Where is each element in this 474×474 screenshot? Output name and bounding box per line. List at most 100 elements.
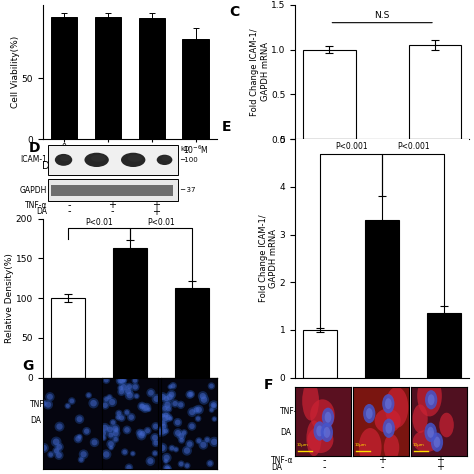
Point <box>105 437 112 445</box>
Point <box>102 451 110 458</box>
Point <box>45 401 52 409</box>
Point <box>185 397 192 404</box>
Point <box>136 418 143 426</box>
Text: -: - <box>110 207 114 217</box>
Point <box>74 435 82 443</box>
Point <box>107 431 115 439</box>
Text: -: - <box>319 407 322 417</box>
Text: P<0.01: P<0.01 <box>85 219 112 228</box>
Point <box>163 395 170 402</box>
Point <box>200 396 208 403</box>
Y-axis label: Cell Viability(%): Cell Viability(%) <box>11 36 20 108</box>
Point <box>146 457 154 465</box>
Point <box>147 389 155 397</box>
Point <box>159 393 166 401</box>
Text: +: + <box>108 200 116 210</box>
Point <box>83 428 91 435</box>
Point <box>135 433 143 440</box>
Point <box>114 409 122 417</box>
Point <box>162 414 169 422</box>
Point <box>125 461 133 469</box>
Point <box>100 434 108 442</box>
Point <box>192 406 200 414</box>
Ellipse shape <box>307 427 333 453</box>
Text: DA: DA <box>272 463 283 472</box>
Point <box>177 432 185 440</box>
Point <box>174 419 182 426</box>
Point <box>165 405 173 413</box>
Point <box>53 438 60 446</box>
Point <box>200 441 207 449</box>
Point <box>159 412 167 419</box>
Point <box>126 383 133 391</box>
Point <box>202 399 210 407</box>
Point <box>159 428 166 435</box>
Point <box>183 444 191 451</box>
Text: +: + <box>436 455 444 465</box>
FancyBboxPatch shape <box>48 179 179 201</box>
Point <box>188 422 196 430</box>
Point <box>183 462 191 469</box>
Point <box>151 409 159 417</box>
Point <box>131 383 139 391</box>
Point <box>195 416 203 423</box>
Point <box>163 454 171 462</box>
Point <box>160 422 168 430</box>
Point <box>68 397 76 405</box>
Point <box>145 406 153 413</box>
Point <box>180 429 188 437</box>
Bar <box>51 298 85 378</box>
Point <box>156 428 164 436</box>
Point <box>186 440 193 448</box>
Point <box>151 434 159 441</box>
Point <box>177 460 185 468</box>
Text: 10μm: 10μm <box>355 443 367 447</box>
Point <box>168 444 176 452</box>
Point <box>151 434 159 441</box>
Point <box>182 376 190 383</box>
Point <box>131 383 139 391</box>
Point <box>187 391 195 398</box>
Point <box>46 393 54 401</box>
Ellipse shape <box>374 409 401 433</box>
Point <box>112 429 119 437</box>
Point <box>126 392 134 399</box>
Point <box>183 447 191 455</box>
Point <box>153 395 160 402</box>
Ellipse shape <box>425 423 437 442</box>
Point <box>164 465 172 473</box>
Point <box>164 383 171 390</box>
Point <box>173 378 181 385</box>
Point <box>151 409 159 417</box>
Point <box>162 457 170 465</box>
Point <box>199 392 207 400</box>
Point <box>91 438 98 446</box>
Point <box>131 377 139 384</box>
Ellipse shape <box>363 404 375 423</box>
Point <box>102 395 110 403</box>
Point <box>76 415 83 423</box>
Point <box>178 437 185 444</box>
Point <box>153 395 160 402</box>
Point <box>130 417 138 425</box>
Point <box>105 426 112 433</box>
Bar <box>94 17 121 139</box>
Point <box>166 415 174 422</box>
Point <box>64 402 72 410</box>
Point <box>121 448 128 456</box>
Text: -: - <box>322 463 326 473</box>
Point <box>194 415 202 422</box>
Point <box>152 439 160 447</box>
Ellipse shape <box>60 155 71 161</box>
Point <box>109 419 117 426</box>
Point <box>126 392 134 399</box>
Point <box>102 395 110 403</box>
Point <box>115 410 123 417</box>
Point <box>174 429 182 437</box>
Point <box>141 404 149 412</box>
Point <box>199 392 207 400</box>
Ellipse shape <box>321 423 333 442</box>
Point <box>125 464 133 472</box>
Point <box>156 428 164 436</box>
Text: +: + <box>440 407 448 417</box>
